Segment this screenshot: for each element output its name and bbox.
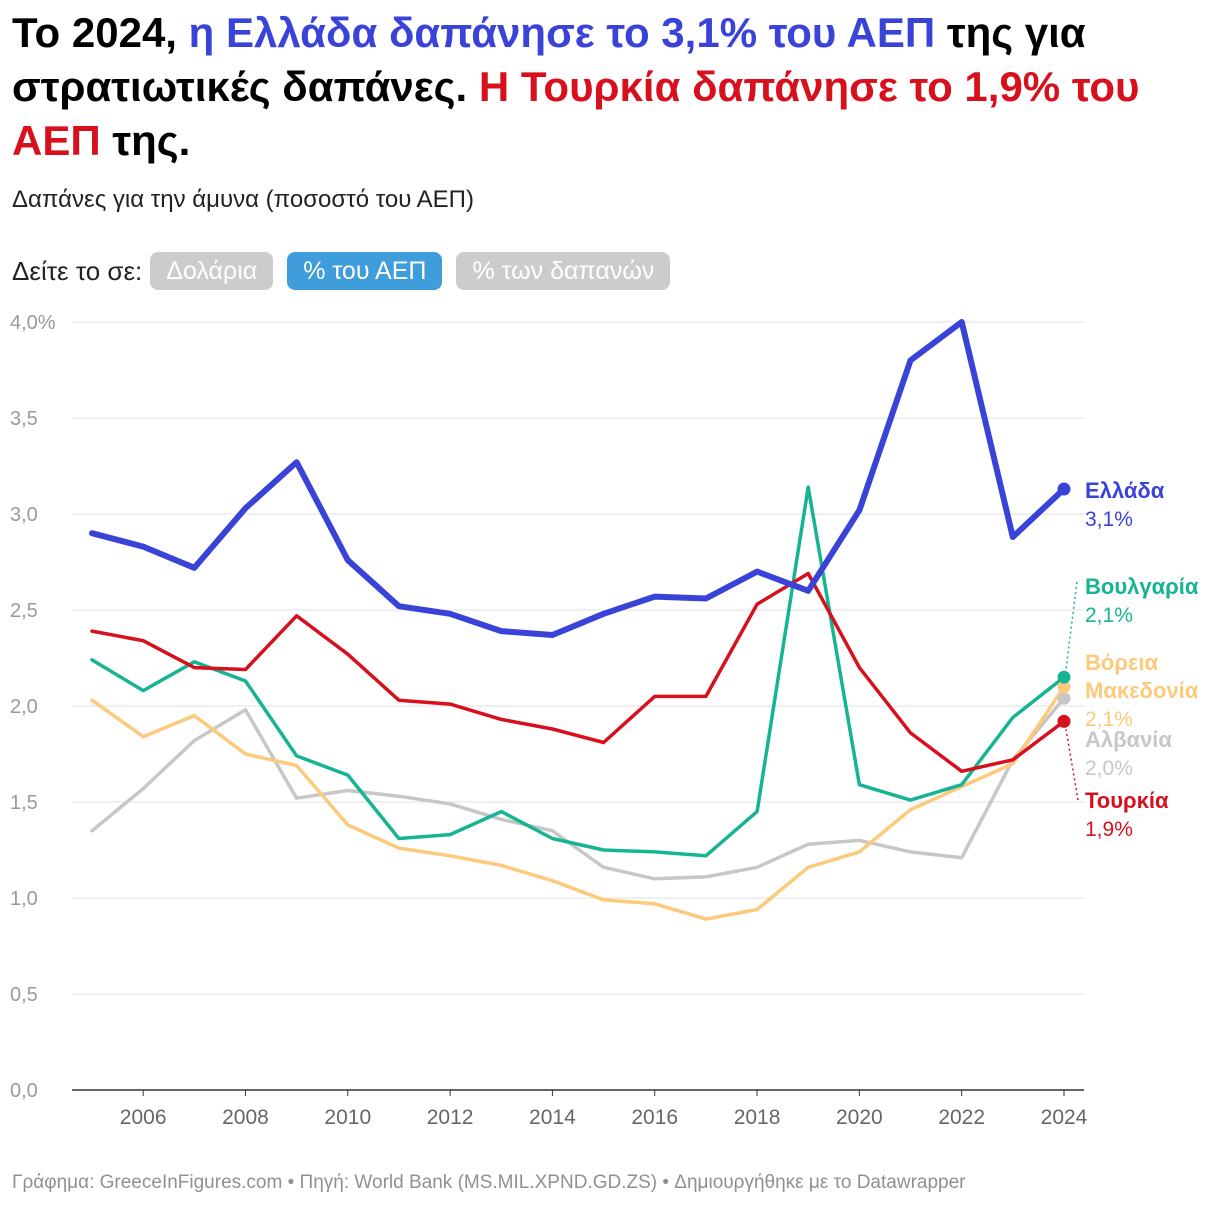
y-tick-label: 2,0: [10, 696, 38, 718]
series-value-north-macedonia: 2,1%: [1085, 708, 1133, 731]
y-tick-label: 3,5: [10, 408, 38, 430]
headline-greece-highlight: η Ελλάδα δαπάνησε το 3,1% του ΑΕΠ: [188, 9, 936, 56]
headline: Το 2024, η Ελλάδα δαπάνησε το 3,1% του Α…: [12, 6, 1208, 168]
toggle-gdp-percent-button[interactable]: % του ΑΕΠ: [287, 252, 443, 290]
series-line-north-macedonia: [90, 685, 1066, 921]
view-toggle: Δείτε το σε: Δολάρια % του ΑΕΠ % των δαπ…: [12, 252, 684, 290]
headline-part-3: της για στρατιωτικές δαπάνες.: [12, 9, 1086, 110]
x-tick-label: 2010: [324, 1106, 371, 1129]
series-label-turkey: Τουρκία: [1085, 788, 1169, 813]
y-tick-label: 2,5: [10, 600, 38, 622]
end-point-bulgaria: [1057, 670, 1071, 684]
leader-line-turkey: [1065, 729, 1079, 801]
x-tick-label: 2008: [222, 1106, 269, 1129]
source-footer: Γράφημα: GreeceInFigures.com • Πηγή: Wor…: [12, 1172, 966, 1193]
x-tick-label: 2016: [631, 1106, 678, 1129]
end-point-north-macedonia: [1057, 680, 1071, 694]
y-tick-label: 1,0: [10, 888, 38, 910]
series-labels: Αλβανία 2,0% Βόρεια Μακεδονία 2,1% Βουλγαρία 2…: [1065, 478, 1199, 841]
series-label-north-macedonia: Βόρεια: [1085, 650, 1158, 675]
y-axis-ticks: 0,0 0,5 1,0 1,5 2,0 2,5 3,0 3,5 4,0%: [10, 312, 56, 1102]
view-toggle-label: Δείτε το σε:: [12, 255, 143, 286]
x-axis-ticks: 2006 2008 2010 2012 2014 2016 2018 2020 2022 2024: [120, 1090, 1088, 1129]
x-tick-label: 2024: [1041, 1106, 1088, 1129]
series-lines: [89, 319, 1071, 921]
x-tick-label: 2022: [938, 1106, 985, 1129]
end-point-albania: [1057, 691, 1071, 705]
series-value-greece: 3,1%: [1085, 508, 1133, 531]
leader-line-bulgaria: [1065, 581, 1078, 670]
headline-part-1: Το 2024,: [12, 9, 189, 56]
end-point-greece: [1057, 482, 1071, 496]
y-tick-label: 0,0: [10, 1080, 38, 1102]
x-tick-label: 2006: [120, 1106, 167, 1129]
y-tick-label: 3,0: [10, 504, 38, 526]
series-label-bulgaria: Βουλγαρία: [1085, 574, 1199, 599]
series-value-turkey: 1,9%: [1085, 818, 1133, 841]
series-label-greece: Ελλάδα: [1085, 478, 1165, 503]
series-value-albania: 2,0%: [1085, 757, 1133, 780]
toggle-dollars-button[interactable]: Δολάρια: [150, 252, 274, 290]
x-tick-label: 2018: [734, 1106, 781, 1129]
x-tick-label: 2020: [836, 1106, 883, 1129]
series-label-north-macedonia: Μακεδονία: [1085, 678, 1199, 703]
toggle-spending-percent-button[interactable]: % των δαπανών: [456, 252, 671, 290]
end-point-turkey: [1057, 714, 1071, 728]
headline-turkey-highlight: Η Τουρκία δαπάνησε το 1,9% του ΑΕΠ: [12, 63, 1140, 164]
y-tick-label: 4,0%: [10, 312, 56, 334]
x-tick-label: 2012: [427, 1106, 474, 1129]
line-chart: 0,0 0,5 1,0 1,5 2,0 2,5 3,0 3,5 4,0% 2006 2008 201…: [10, 312, 1199, 1129]
series-line-bulgaria: [90, 485, 1066, 858]
series-value-bulgaria: 2,1%: [1085, 604, 1133, 627]
series-line-turkey: [90, 571, 1066, 774]
x-tick-label: 2014: [529, 1106, 576, 1129]
headline-part-5: της.: [100, 117, 191, 164]
gridlines: [72, 321, 1084, 1091]
y-tick-label: 0,5: [10, 984, 38, 1006]
y-tick-label: 1,5: [10, 792, 38, 814]
series-label-albania: Αλβανία: [1085, 727, 1172, 752]
series-line-greece: [89, 319, 1067, 638]
chart-subtitle: Δαπάνες για την άμυνα (ποσοστό του ΑΕΠ): [12, 186, 474, 213]
series-line-albania: [90, 696, 1066, 881]
